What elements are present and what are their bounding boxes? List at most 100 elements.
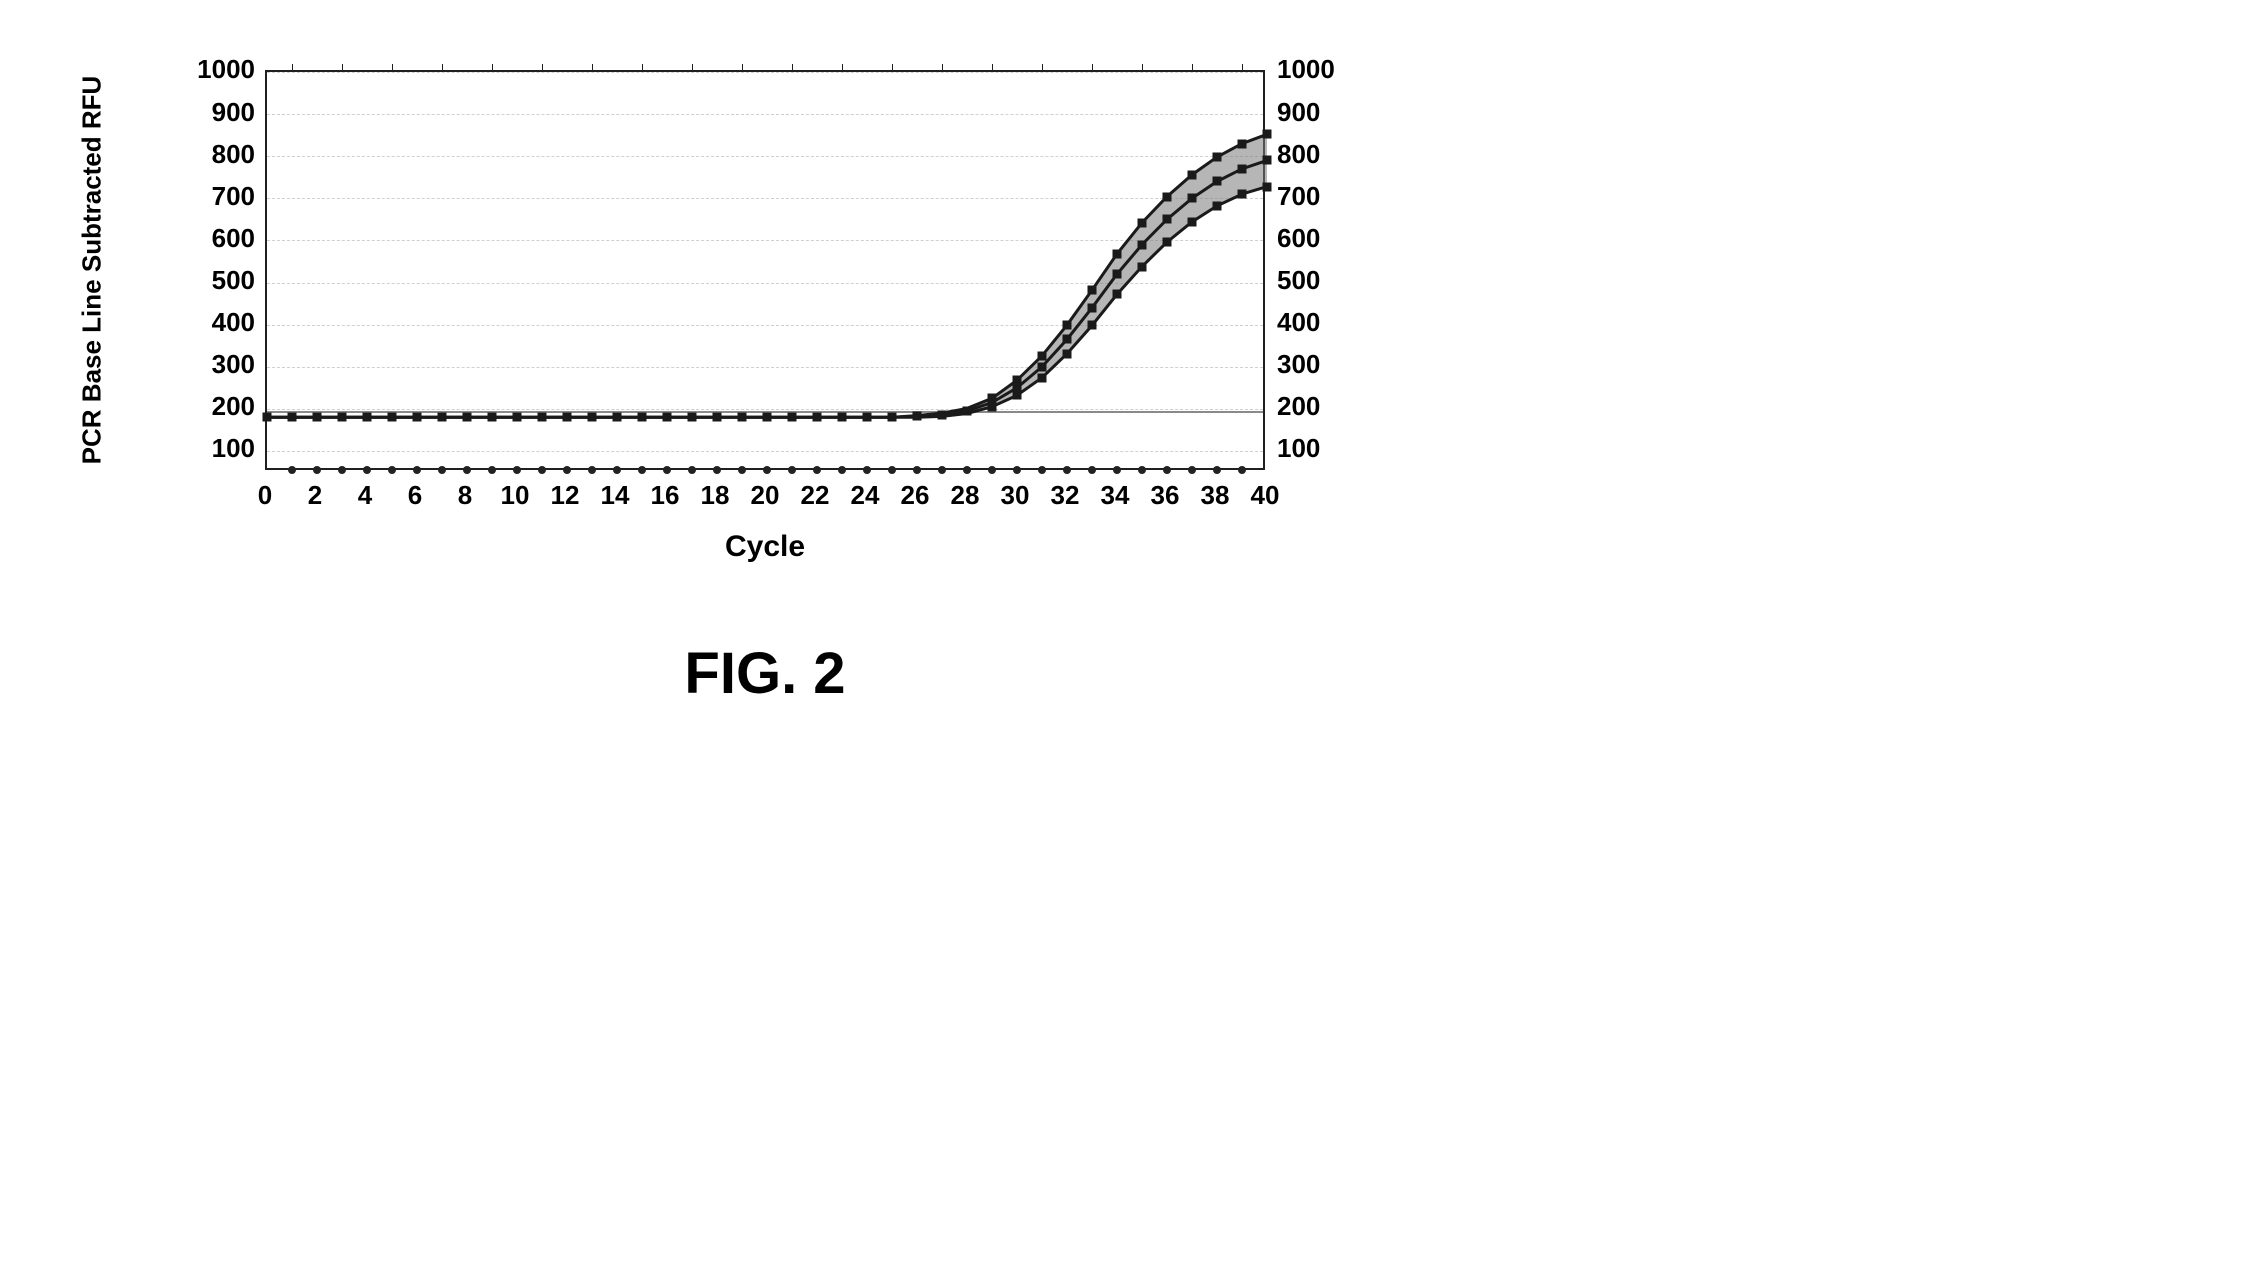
data-marker bbox=[288, 413, 297, 422]
x-tick-label: 6 bbox=[408, 480, 422, 511]
data-marker bbox=[538, 413, 547, 422]
data-marker bbox=[1113, 290, 1122, 299]
x-tick-label: 2 bbox=[308, 480, 322, 511]
data-marker bbox=[463, 413, 472, 422]
data-marker bbox=[738, 413, 747, 422]
data-marker bbox=[1263, 182, 1272, 191]
x-axis-title: Cycle bbox=[725, 530, 805, 564]
data-marker bbox=[413, 413, 422, 422]
data-marker bbox=[1063, 335, 1072, 344]
data-marker bbox=[1188, 170, 1197, 179]
data-marker bbox=[1163, 215, 1172, 224]
data-marker bbox=[363, 413, 372, 422]
y-tick-label-right: 300 bbox=[1277, 349, 1320, 380]
data-marker bbox=[1188, 217, 1197, 226]
data-marker bbox=[1213, 201, 1222, 210]
y-tick-label-right: 900 bbox=[1277, 97, 1320, 128]
data-marker bbox=[1038, 351, 1047, 360]
x-tick-label: 0 bbox=[258, 480, 272, 511]
x-tick-label: 4 bbox=[358, 480, 372, 511]
y-tick-label-right: 700 bbox=[1277, 181, 1320, 212]
data-marker bbox=[1088, 321, 1097, 330]
data-marker bbox=[338, 413, 347, 422]
data-marker bbox=[1213, 153, 1222, 162]
data-marker bbox=[1163, 238, 1172, 247]
y-tick-label-left: 800 bbox=[120, 139, 255, 170]
y-tick-label-right: 200 bbox=[1277, 391, 1320, 422]
data-marker bbox=[588, 413, 597, 422]
x-tick-label: 20 bbox=[751, 480, 780, 511]
data-marker bbox=[1188, 194, 1197, 203]
x-tick-label: 18 bbox=[701, 480, 730, 511]
x-tick-label: 28 bbox=[951, 480, 980, 511]
y-tick-label-left: 200 bbox=[120, 391, 255, 422]
data-marker bbox=[663, 413, 672, 422]
data-marker bbox=[963, 406, 972, 415]
y-axis-title: PCR Base Line Subtracted RFU bbox=[77, 76, 108, 465]
x-tick-label: 34 bbox=[1101, 480, 1130, 511]
x-tick-label: 40 bbox=[1251, 480, 1280, 511]
y-tick-label-left: 500 bbox=[120, 265, 255, 296]
data-marker bbox=[488, 413, 497, 422]
data-marker bbox=[1238, 190, 1247, 199]
data-marker bbox=[1163, 192, 1172, 201]
y-tick-label-left: 900 bbox=[120, 97, 255, 128]
data-marker bbox=[1088, 303, 1097, 312]
data-marker bbox=[788, 413, 797, 422]
data-marker bbox=[938, 410, 947, 419]
data-marker bbox=[988, 394, 997, 403]
data-marker bbox=[838, 413, 847, 422]
y-tick-label-left: 1000 bbox=[120, 54, 255, 85]
data-marker bbox=[1113, 249, 1122, 258]
y-tick-label-right: 1000 bbox=[1277, 54, 1335, 85]
y-tick-label-right: 600 bbox=[1277, 223, 1320, 254]
data-marker bbox=[1138, 240, 1147, 249]
data-marker bbox=[688, 413, 697, 422]
data-marker bbox=[1238, 164, 1247, 173]
x-tick-label: 16 bbox=[651, 480, 680, 511]
data-marker bbox=[438, 413, 447, 422]
x-tick-label: 38 bbox=[1201, 480, 1230, 511]
y-tick-label-left: 400 bbox=[120, 307, 255, 338]
data-marker bbox=[1263, 156, 1272, 165]
data-marker bbox=[1063, 349, 1072, 358]
x-tick-label: 30 bbox=[1001, 480, 1030, 511]
data-marker bbox=[1013, 376, 1022, 385]
data-marker bbox=[1088, 286, 1097, 295]
data-marker bbox=[1138, 218, 1147, 227]
data-marker bbox=[1038, 373, 1047, 382]
y-tick-label-left: 100 bbox=[120, 433, 255, 464]
data-marker bbox=[913, 412, 922, 421]
data-marker bbox=[863, 413, 872, 422]
data-marker bbox=[513, 413, 522, 422]
y-tick-label-left: 700 bbox=[120, 181, 255, 212]
data-marker bbox=[1138, 262, 1147, 271]
data-marker bbox=[388, 413, 397, 422]
x-tick-label: 36 bbox=[1151, 480, 1180, 511]
data-marker bbox=[638, 413, 647, 422]
data-marker bbox=[563, 413, 572, 422]
figure-caption: FIG. 2 bbox=[684, 640, 845, 707]
x-tick-label: 26 bbox=[901, 480, 930, 511]
data-marker bbox=[1038, 362, 1047, 371]
data-marker bbox=[763, 413, 772, 422]
y-tick-label-right: 500 bbox=[1277, 265, 1320, 296]
data-marker bbox=[1263, 130, 1272, 139]
data-marker bbox=[813, 413, 822, 422]
data-marker bbox=[613, 413, 622, 422]
y-tick-label-left: 600 bbox=[120, 223, 255, 254]
data-marker bbox=[1238, 139, 1247, 148]
data-marker bbox=[263, 413, 272, 422]
data-marker bbox=[888, 413, 897, 422]
x-tick-label: 8 bbox=[458, 480, 472, 511]
data-marker bbox=[1113, 270, 1122, 279]
y-tick-label-right: 100 bbox=[1277, 433, 1320, 464]
x-tick-label: 22 bbox=[801, 480, 830, 511]
x-tick-label: 32 bbox=[1051, 480, 1080, 511]
pcr-amplification-chart: PCR Base Line Subtracted RFU Cycle 10010… bbox=[120, 60, 1380, 620]
data-marker bbox=[1063, 321, 1072, 330]
data-marker bbox=[713, 413, 722, 422]
y-tick-label-right: 800 bbox=[1277, 139, 1320, 170]
y-tick-label-right: 400 bbox=[1277, 307, 1320, 338]
y-tick-label-left: 300 bbox=[120, 349, 255, 380]
